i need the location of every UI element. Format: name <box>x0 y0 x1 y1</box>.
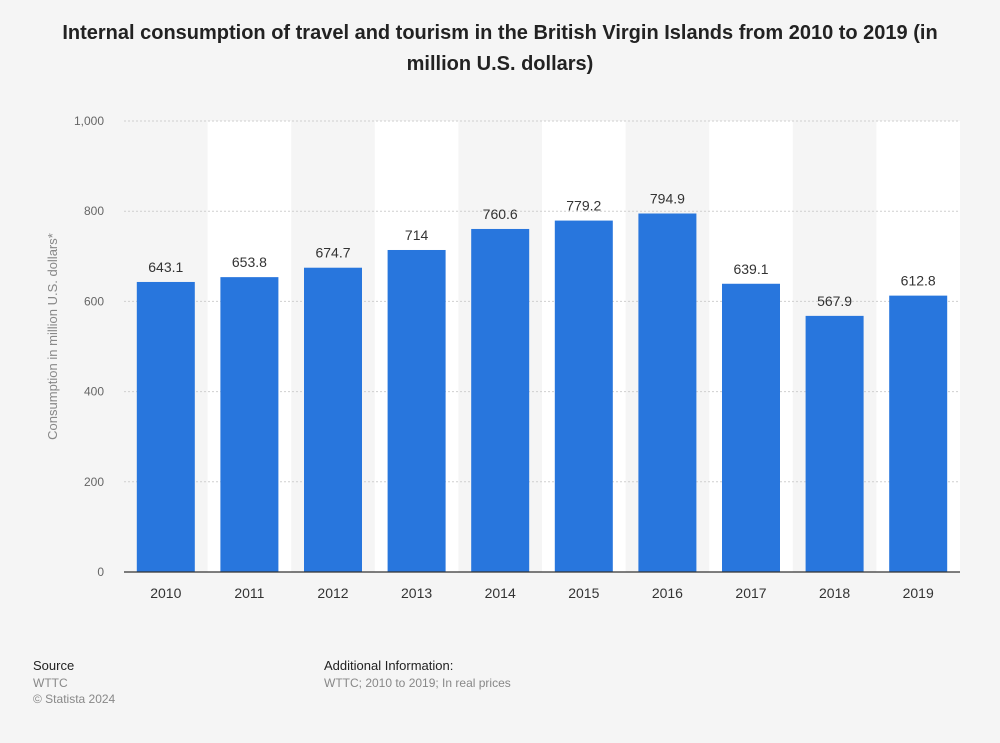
bar <box>638 213 697 572</box>
source-heading: Source <box>33 658 75 673</box>
x-tick-label: 2013 <box>401 585 432 601</box>
y-tick-label: 800 <box>84 204 104 218</box>
x-tick-label: 2017 <box>735 585 766 601</box>
additional-info-heading: Additional Information: <box>324 658 454 673</box>
bar <box>554 220 613 572</box>
y-tick-label: 0 <box>97 565 104 579</box>
x-tick-label: 2011 <box>234 585 264 601</box>
source-name: WTTC <box>33 676 68 690</box>
x-tick-label: 2019 <box>903 585 934 601</box>
x-tick-label: 2012 <box>317 585 348 601</box>
x-tick-label: 2010 <box>150 585 181 601</box>
y-axis-title: Consumption in million U.S. dollars* <box>45 233 60 440</box>
x-tick-label: 2018 <box>819 585 850 601</box>
y-tick-label: 200 <box>84 475 104 489</box>
data-label: 674.7 <box>315 245 350 261</box>
bar <box>136 281 195 572</box>
chart-title: Internal consumption of travel and touri… <box>62 22 938 75</box>
data-label: 567.9 <box>817 293 852 309</box>
x-tick-label: 2016 <box>652 585 683 601</box>
data-label: 714 <box>405 227 429 243</box>
bar <box>889 295 948 572</box>
data-label: 653.8 <box>232 254 267 270</box>
x-tick-label: 2015 <box>568 585 599 601</box>
data-label: 779.2 <box>566 198 601 214</box>
data-label: 643.1 <box>148 259 183 275</box>
y-tick-label: 1,000 <box>74 114 104 128</box>
y-tick-label: 400 <box>84 385 104 399</box>
bar <box>722 283 780 572</box>
bar <box>220 277 279 572</box>
bar <box>805 315 864 572</box>
bar <box>387 249 446 572</box>
bar <box>304 267 362 572</box>
y-tick-label: 600 <box>84 294 104 308</box>
data-label: 760.6 <box>483 206 518 222</box>
data-label: 794.9 <box>650 191 685 207</box>
data-label: 612.8 <box>901 273 936 289</box>
additional-info-text: WTTC; 2010 to 2019; In real prices <box>324 676 511 690</box>
copyright-text: © Statista 2024 <box>33 692 116 706</box>
x-tick-label: 2014 <box>485 585 516 601</box>
bar <box>471 228 530 572</box>
data-label: 639.1 <box>733 261 768 277</box>
